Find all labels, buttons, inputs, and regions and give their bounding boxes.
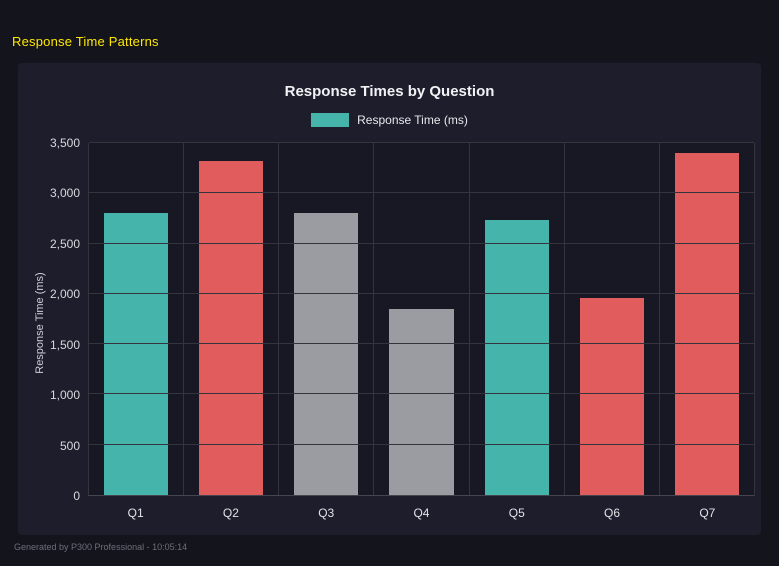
chart-title: Response Times by Question (284, 83, 495, 100)
y-tick-label: 3,500 (49, 136, 80, 150)
bar-cell (374, 143, 470, 495)
x-tick-label: Q2 (222, 506, 239, 520)
bar-cell (660, 143, 754, 495)
footer-note: Generated by P300 Professional - 10:05:1… (14, 542, 188, 552)
y-axis-ticks: 0 500 1,000 1,500 2,000 2,500 3,000 3,500 (18, 136, 80, 503)
y-tick-label: 500 (59, 438, 80, 453)
x-tick-label: Q7 (699, 506, 716, 520)
y-tick-label: 1,000 (49, 388, 80, 403)
bar-cell (279, 143, 375, 495)
h-gridline (89, 443, 754, 445)
bar-q4[interactable] (389, 308, 454, 495)
h-gridline (89, 292, 754, 294)
x-tick-label: Q3 (318, 506, 335, 520)
bar-cell (565, 143, 660, 495)
chart-legend[interactable]: Response Time (ms) (18, 113, 761, 127)
h-gridline (89, 142, 754, 143)
h-gridline (89, 393, 754, 395)
chart-panel: Response Times by Question Response Time… (18, 63, 761, 535)
legend-label: Response Time (ms) (357, 113, 468, 127)
y-tick-label: 1,500 (49, 337, 80, 352)
bar-q2[interactable] (199, 161, 264, 495)
bar-cells (89, 143, 754, 495)
x-axis-labels: Q1 Q2 Q3 Q4 Q5 Q6 Q7 (88, 506, 755, 520)
x-tick-label: Q1 (127, 506, 144, 520)
bar-cell (470, 143, 565, 495)
bar-q6[interactable] (579, 297, 644, 495)
bar-q1[interactable] (104, 213, 169, 495)
legend-swatch-icon (311, 113, 350, 127)
plot-area (88, 142, 755, 496)
page-title: Response Time Patterns (12, 34, 159, 49)
x-tick-label: Q6 (604, 506, 621, 520)
bar-cell (184, 143, 280, 495)
bar-cell (89, 143, 185, 495)
x-tick-label: Q5 (508, 506, 525, 520)
y-tick-label: 3,000 (49, 186, 80, 201)
h-gridline (89, 242, 754, 244)
bar-q5[interactable] (484, 220, 549, 495)
h-gridline (89, 192, 754, 194)
bar-q7[interactable] (674, 153, 739, 495)
x-tick-label: Q4 (413, 506, 430, 520)
y-tick-label: 0 (73, 489, 80, 503)
bar-q3[interactable] (294, 213, 359, 495)
h-gridline (89, 343, 754, 345)
y-tick-label: 2,500 (49, 236, 80, 251)
y-tick-label: 2,000 (49, 287, 80, 302)
